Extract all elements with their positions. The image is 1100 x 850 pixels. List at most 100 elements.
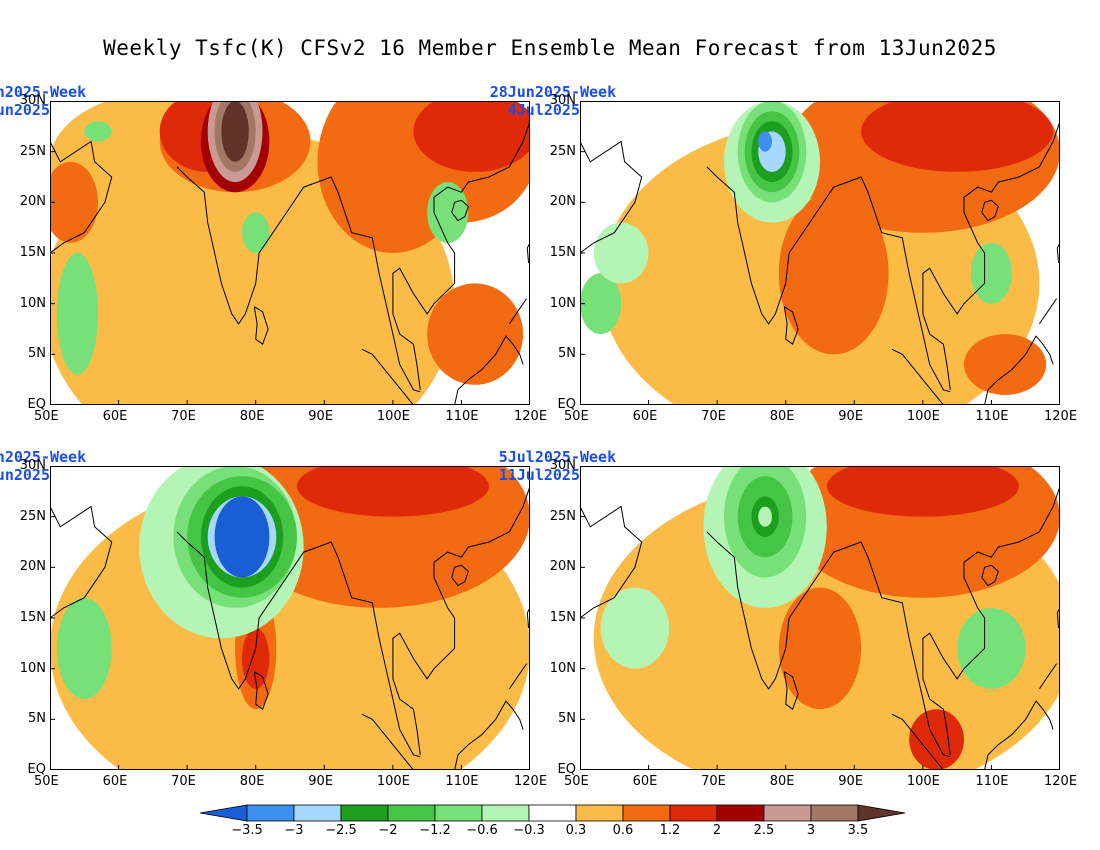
colorbar-swatch	[857, 804, 906, 822]
colorbar-level-label: −2	[378, 823, 398, 838]
lon-tick-label: 70E	[171, 774, 196, 789]
lat-tick-label: 30N	[549, 93, 576, 108]
colorbar-swatch	[434, 804, 483, 822]
lat-tick-label: 15N	[549, 610, 576, 625]
anomaly-region	[758, 506, 772, 527]
lat-tick-label: 20N	[549, 194, 576, 210]
map-week4	[580, 466, 1060, 770]
lat-tick-label: 30N	[549, 458, 576, 473]
lon-tick-label: 70E	[701, 774, 726, 789]
lat-tick-label: 25N	[549, 508, 576, 524]
colorbar-level-label: −1.2	[419, 823, 451, 838]
coastline	[981, 199, 999, 222]
panel-date-range: 14Jun2025-20Jun2025	[0, 83, 50, 119]
lat-tick-label: 5N	[28, 346, 46, 362]
coastline	[922, 121, 1060, 390]
panel-date-range: 21Jun2025-27Jun2025	[0, 448, 50, 484]
colorbar-swatch	[575, 804, 624, 822]
lat-tick-label: 5N	[28, 711, 46, 727]
lon-tick-label: 100E	[906, 409, 940, 424]
coastline	[1038, 298, 1058, 325]
coastline	[891, 348, 951, 405]
map-week2	[50, 466, 530, 770]
colorbar-level-label: 3	[806, 823, 816, 838]
coastline	[454, 335, 524, 405]
coastline	[891, 713, 951, 770]
lat-tick-label: 10N	[549, 295, 576, 311]
lat-tick-label: 30N	[19, 93, 46, 108]
anomaly-region	[580, 273, 622, 335]
coastline	[253, 306, 269, 346]
lat-tick-label: 25N	[549, 143, 576, 159]
lat-tick-label: 20N	[19, 194, 46, 210]
lon-tick-label: 60E	[102, 409, 128, 424]
anomaly-region	[214, 496, 270, 578]
anomaly-region	[427, 283, 524, 385]
coastline	[392, 121, 530, 390]
colorbar-level-label: −2.5	[325, 823, 357, 838]
lon-tick-label: 110E	[975, 774, 1009, 789]
coastline	[922, 486, 1060, 755]
colorbar-level-label: −3	[284, 823, 304, 838]
lat-tick-label: EQ	[557, 397, 576, 412]
colorbar-swatch	[716, 804, 765, 822]
coastline	[176, 531, 421, 758]
colorbar-level-label: 3.5	[847, 823, 869, 838]
colorbar-swatch	[340, 804, 389, 822]
colorbar-swatch	[528, 804, 577, 822]
lon-tick-label: 60E	[632, 409, 658, 424]
lat-tick-label: 15N	[19, 245, 46, 260]
coastline	[984, 335, 1054, 405]
lat-tick-label: 25N	[19, 143, 46, 159]
coastline	[580, 140, 643, 254]
lat-tick-label: 10N	[549, 660, 576, 676]
anomaly-region	[427, 182, 469, 243]
anomaly-region	[84, 121, 112, 142]
lat-tick-label: 5N	[558, 711, 576, 727]
lat-tick-label: 20N	[19, 559, 46, 575]
lon-tick-label: 90E	[838, 409, 864, 424]
anomaly-contours	[50, 101, 530, 405]
anomaly-region	[964, 334, 1047, 395]
anomaly-region	[861, 101, 1054, 172]
anomaly-region	[242, 212, 270, 253]
lat-tick-label: EQ	[557, 762, 576, 777]
colorbar-level-label: 0.6	[612, 823, 634, 838]
colorbar-level-label: 2	[712, 823, 722, 838]
coastline	[706, 166, 951, 393]
lat-tick-label: EQ	[27, 762, 46, 777]
lat-tick-label: 30N	[19, 458, 46, 473]
anomaly-region	[56, 253, 98, 375]
colorbar-swatch	[481, 804, 530, 822]
panel-date-range: 5Jul2025-11Jul2025	[498, 448, 580, 484]
colorbar	[200, 804, 906, 822]
lon-tick-label: 110E	[445, 409, 479, 424]
anomaly-contours	[580, 101, 1060, 405]
colorbar-swatch	[669, 804, 718, 822]
lat-tick-label: 5N	[558, 346, 576, 362]
anomaly-region	[296, 466, 489, 517]
lon-tick-label: 90E	[308, 409, 334, 424]
anomaly-region	[593, 222, 649, 284]
coastline	[451, 564, 469, 587]
anomaly-region	[600, 587, 670, 669]
lon-tick-label: 80E	[239, 409, 265, 424]
lon-tick-label: 120E	[514, 409, 548, 424]
colorbar-level-label: −3.5	[231, 823, 263, 838]
lat-tick-label: 10N	[19, 295, 46, 311]
lat-tick-label: 20N	[549, 559, 576, 575]
coastline	[50, 505, 113, 619]
lat-tick-label: EQ	[27, 397, 46, 412]
coastline	[451, 199, 469, 222]
colorbar-level-label: 0.3	[565, 823, 587, 838]
anomaly-region	[970, 242, 1012, 304]
map-week1	[50, 101, 530, 405]
colorbar-level-label: 2.5	[753, 823, 775, 838]
anomaly-region	[826, 466, 1019, 517]
anomaly-region	[56, 597, 112, 700]
lon-tick-label: 50E	[564, 774, 589, 789]
lon-tick-label: 120E	[1044, 409, 1078, 424]
lon-tick-label: 100E	[906, 774, 940, 789]
lon-tick-label: 110E	[445, 774, 479, 789]
lon-tick-label: 70E	[171, 409, 196, 424]
